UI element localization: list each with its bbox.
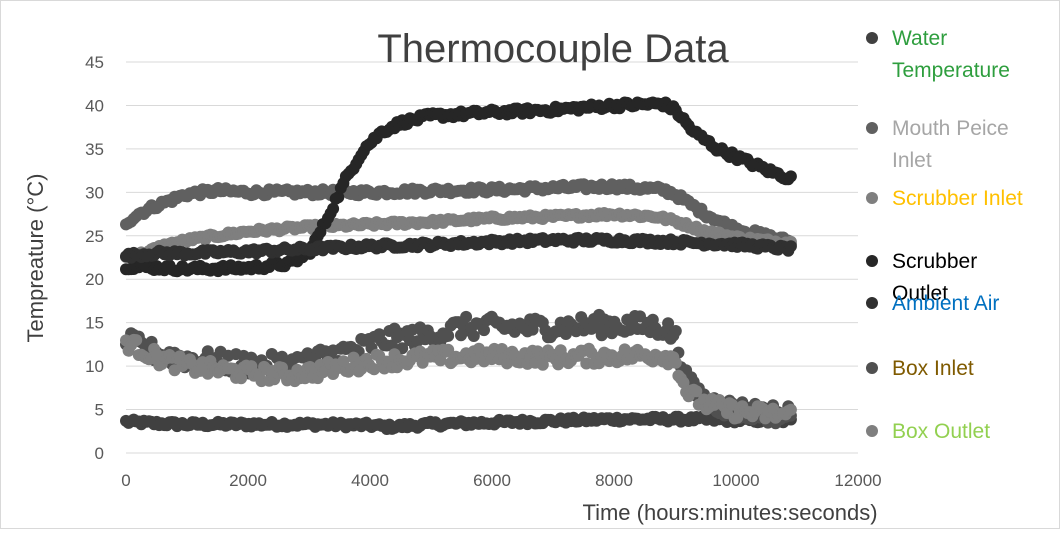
- data-point: [536, 358, 549, 371]
- legend-label: Mouth Peice: [892, 117, 1009, 140]
- legend-marker: [866, 122, 878, 134]
- data-point: [669, 356, 682, 369]
- data-point: [784, 170, 797, 183]
- x-axis-title: Time (hours:minutes:seconds): [582, 500, 877, 525]
- legend-label: Temperature: [892, 59, 1010, 82]
- data-point: [467, 330, 480, 342]
- legend-label: Inlet: [892, 149, 932, 172]
- data-point: [478, 324, 490, 337]
- series-markers: [120, 96, 797, 278]
- legend-label: Scrubber: [892, 250, 977, 273]
- data-point: [235, 372, 248, 385]
- legend-label: Box Inlet: [892, 357, 974, 380]
- data-point: [347, 351, 360, 364]
- data-point: [784, 403, 797, 416]
- y-tick-label: 25: [85, 227, 104, 246]
- chart-title: Thermocouple Data: [377, 27, 729, 71]
- data-point: [677, 376, 690, 389]
- data-point: [332, 191, 345, 204]
- x-tick-label: 10000: [712, 471, 759, 490]
- legend-marker: [866, 192, 878, 204]
- series-markers: [120, 333, 797, 425]
- series-markers: [120, 410, 797, 435]
- legend-marker: [866, 425, 878, 437]
- data-point: [526, 323, 539, 336]
- x-tick-label: 8000: [595, 471, 633, 490]
- data-point: [669, 325, 682, 337]
- y-tick-label: 10: [85, 357, 104, 376]
- legend-label: Box Outlet: [892, 420, 990, 443]
- data-point: [337, 355, 350, 368]
- data-point: [501, 357, 513, 370]
- series-markers: [120, 207, 797, 264]
- data-point: [130, 334, 143, 347]
- y-tick-label: 20: [85, 270, 104, 289]
- data-point: [442, 343, 455, 356]
- legend-marker: [866, 32, 878, 44]
- x-tick-label: 4000: [351, 471, 389, 490]
- data-point: [442, 329, 455, 342]
- series-layer: [120, 96, 797, 435]
- data-point: [368, 363, 381, 376]
- x-tick-label: 2000: [229, 471, 267, 490]
- legend-label: Outlet: [892, 282, 948, 305]
- legend-marker: [866, 255, 878, 267]
- y-tick-label: 0: [95, 444, 104, 463]
- data-point: [662, 317, 675, 330]
- y-tick-label: 35: [85, 140, 104, 159]
- legend-label: Ambient Air: [892, 292, 999, 315]
- y-axis-title: Tempreature (°C): [23, 174, 48, 343]
- legend-marker: [866, 297, 878, 309]
- legend-label: Water: [892, 27, 947, 50]
- y-tick-label: 45: [85, 53, 104, 72]
- legend-label: Scrubber Inlet: [892, 187, 1023, 210]
- y-tick-label: 15: [85, 314, 104, 333]
- y-tick-label: 5: [95, 401, 104, 420]
- x-tick-label: 12000: [834, 471, 881, 490]
- y-tick-label: 30: [85, 183, 104, 202]
- y-tick-label: 40: [85, 96, 104, 115]
- data-point: [690, 385, 703, 398]
- x-tick-label: 0: [121, 471, 130, 490]
- legend-marker: [866, 362, 878, 374]
- data-point: [460, 310, 473, 323]
- data-point: [327, 202, 340, 215]
- legend: Water Temperature Mouth Peice Inlet Scrubber…: [866, 27, 1023, 443]
- x-axis-ticks: 0 2000 4000 6000 8000 10000 12000: [121, 471, 881, 490]
- data-point: [559, 328, 572, 340]
- data-point: [434, 354, 447, 367]
- data-point: [784, 240, 797, 253]
- y-axis-ticks: 0 5 10 15 20 25 30 35 40 45: [85, 53, 104, 463]
- x-tick-label: 6000: [473, 471, 511, 490]
- series-markers: [120, 231, 797, 264]
